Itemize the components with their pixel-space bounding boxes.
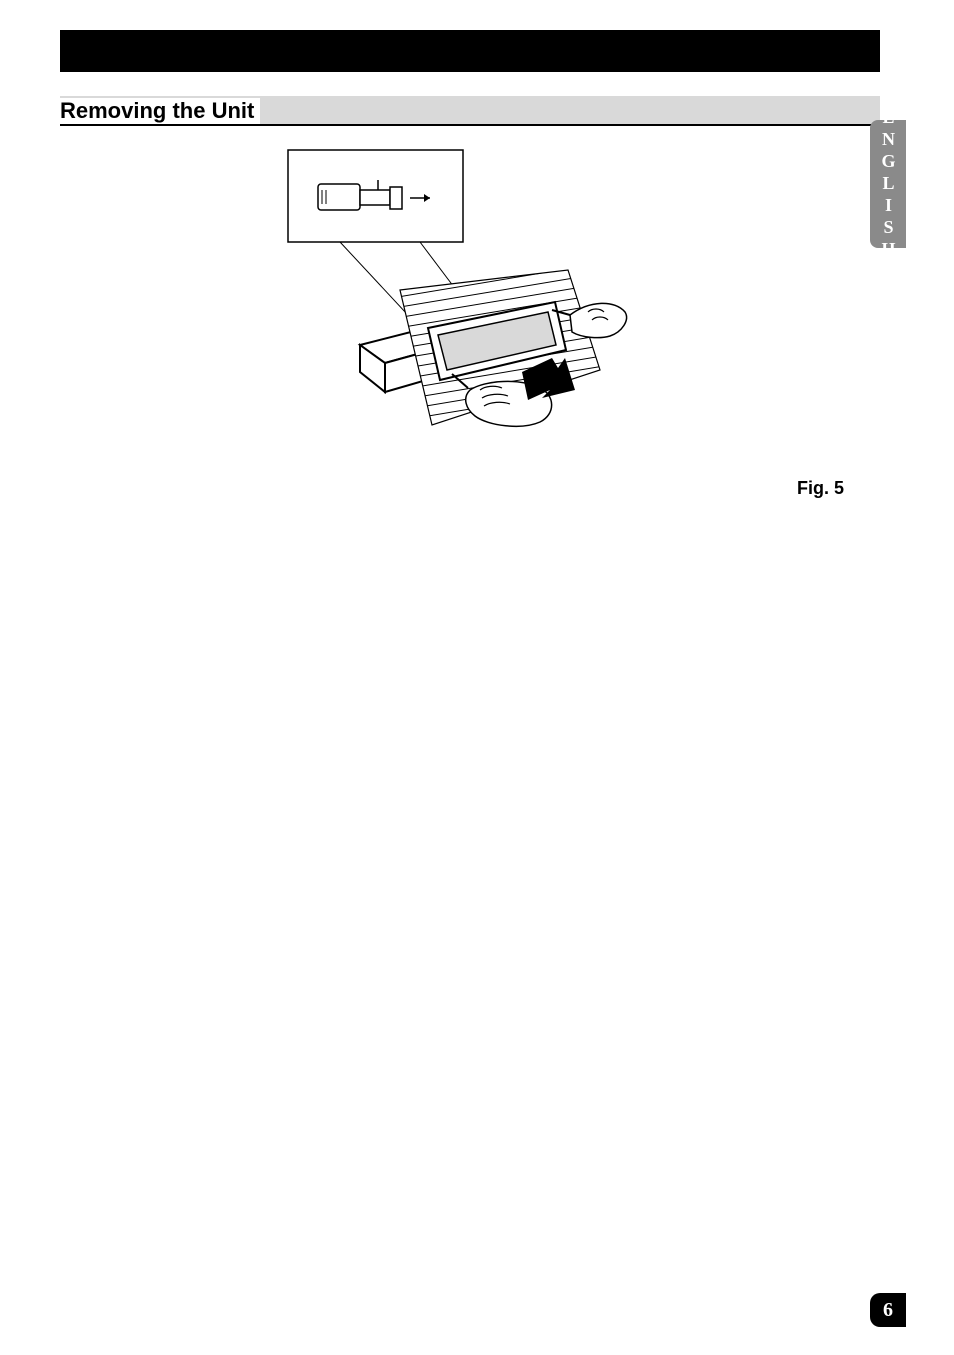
section-title: Removing the Unit: [60, 98, 260, 124]
top-black-bar: [60, 30, 880, 72]
language-tab-label: ENGLISH: [878, 107, 899, 261]
figure-illustration: [270, 140, 650, 470]
removal-diagram-svg: [270, 140, 650, 470]
language-tab: ENGLISH: [870, 120, 906, 248]
page-number-badge: 6: [870, 1293, 906, 1327]
page-number: 6: [883, 1299, 893, 1322]
figure-caption: Fig. 5: [797, 478, 844, 499]
